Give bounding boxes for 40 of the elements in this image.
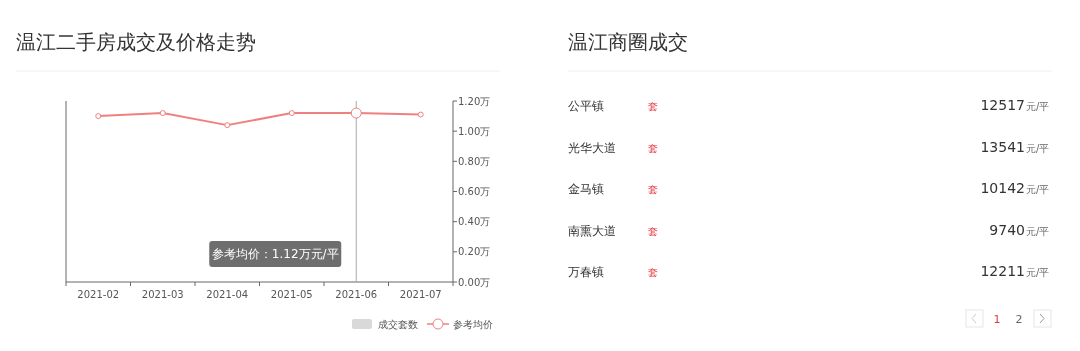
y2-tick-label: 0.00万: [458, 276, 491, 288]
category-label: 光华大道: [568, 140, 616, 155]
text: 元/平: [1026, 184, 1050, 195]
text: 元/平: [1026, 225, 1050, 237]
data-label: 12211: [980, 263, 1025, 279]
category-label: 公平镇: [568, 99, 604, 113]
category-label: 金马镇: [568, 182, 604, 196]
text: 2: [1015, 313, 1023, 326]
text: 元/平: [1026, 267, 1050, 278]
x-tick-label: 2021-06: [335, 289, 378, 300]
legend-label: 参考均价: [453, 319, 493, 330]
text: 元/平: [1026, 142, 1050, 154]
category-label: 南熏大道: [568, 223, 616, 238]
data-label: 10142: [980, 180, 1025, 196]
x-tick-label: 2021-02: [77, 289, 120, 300]
text: 套: [648, 142, 658, 154]
text: 套: [648, 101, 658, 112]
text: 套: [648, 184, 658, 195]
y2-tick-label: 0.40万: [458, 216, 491, 228]
x-tick-label: 2021-05: [270, 289, 313, 300]
x-tick-label: 2021-04: [206, 289, 249, 300]
y2-tick-label: 0.20万: [458, 246, 491, 258]
legend-label: 成交套数: [378, 319, 418, 330]
y2-tick-label: 1.20万: [458, 95, 491, 107]
text: 套: [648, 267, 658, 278]
data-label: 12517: [980, 97, 1025, 113]
text: 温江商圈成交: [568, 30, 688, 54]
data-label: 9740: [989, 221, 1025, 238]
text: 元/平: [1026, 101, 1050, 112]
y2-tick-label: 0.60万: [458, 186, 491, 197]
text: 1: [993, 313, 1001, 326]
text: 套: [648, 225, 658, 237]
y2-tick-label: 1.00万: [458, 125, 491, 137]
chart-title: 温江二手房成交及价格走势: [16, 30, 256, 54]
x-tick-label: 2021-07: [399, 289, 442, 300]
data-label: 13541: [980, 138, 1025, 155]
x-tick-label: 2021-03: [141, 289, 184, 300]
y2-tick-label: 0.80万: [458, 155, 491, 167]
category-label: 万春镇: [568, 265, 604, 279]
annotation: 参考均价：1.12万元/平: [211, 247, 339, 261]
